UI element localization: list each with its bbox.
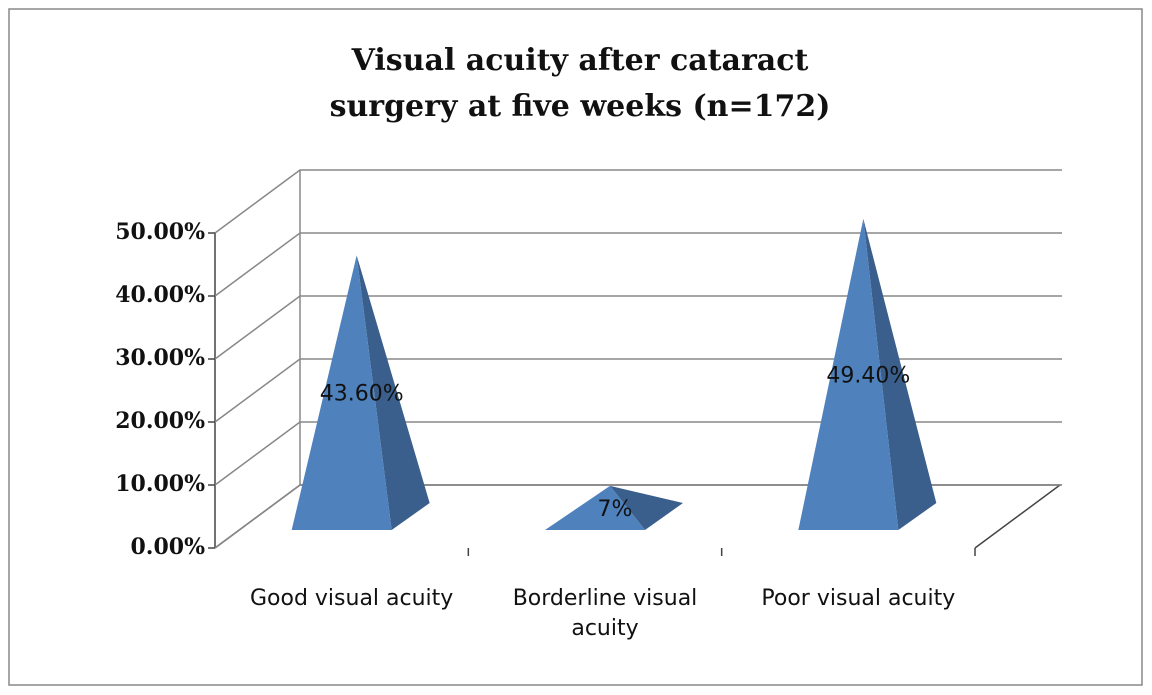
y-tick-label: 40.00% (115, 282, 205, 308)
pyramid-side (610, 485, 683, 530)
x-tick-label: Borderline visual acuity (512, 586, 698, 641)
chart-border (8, 8, 1143, 686)
pyramid-front (291, 255, 392, 530)
pyramid-front (798, 218, 899, 530)
y-tick-label: 30.00% (115, 345, 205, 371)
pyramid-side (863, 218, 937, 530)
y-tick-label: 20.00% (115, 408, 205, 434)
value-label: 43.60% (320, 382, 404, 407)
value-label: 7% (598, 497, 633, 522)
y-tick-label: 50.00% (115, 219, 205, 245)
pyramid-front (545, 485, 645, 530)
value-label: 49.40% (826, 363, 910, 388)
y-tick-label: 0.00% (131, 534, 206, 560)
x-tick-label: Good visual acuity (249, 586, 454, 611)
x-tick-label: Poor visual acuity (761, 586, 956, 611)
y-tick-label: 10.00% (115, 471, 205, 497)
pyramid-side (356, 255, 430, 530)
chart-title: Visual acuity after cataract surgery at … (329, 43, 831, 124)
